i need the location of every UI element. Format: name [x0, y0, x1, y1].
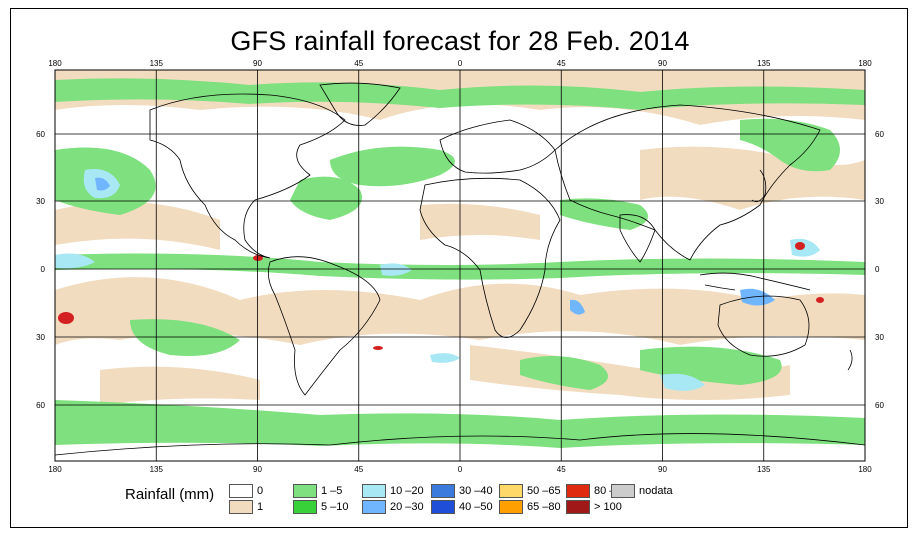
asia-outline: [554, 104, 821, 261]
intense-rain-spots: [58, 242, 824, 350]
longitude-labels-top: 180 135 90 45 0 45 90 135 180: [48, 59, 872, 68]
longitude-label: 45: [354, 465, 363, 474]
map-border: [54, 69, 866, 462]
longitude-label: 90: [253, 465, 262, 474]
legend-label: 1: [257, 501, 264, 513]
europe-outline: [439, 119, 556, 174]
legend-swatch: [229, 484, 253, 498]
longitude-label: 0: [458, 59, 463, 68]
latitude-label: 30: [36, 333, 45, 342]
legend-label: nodata: [639, 485, 673, 497]
longitude-label: 135: [150, 465, 164, 474]
legend-label: 40 –50: [459, 501, 493, 513]
legend-label: > 100: [594, 501, 622, 513]
legend-swatch: [431, 484, 455, 498]
latitude-labels-right: 60 30 0 30 60: [875, 130, 884, 410]
longitude-label: 45: [557, 465, 566, 474]
longitude-labels-bottom: 180 135 90 45 0 45 90 135 180: [48, 465, 872, 474]
longitude-label: 90: [658, 465, 667, 474]
legend-label: 30 –40: [459, 485, 493, 497]
longitude-label: 0: [458, 465, 463, 474]
antarctica-outline: [55, 433, 865, 456]
legend-label: 50 –65: [527, 485, 561, 497]
longitude-label: 180: [858, 465, 872, 474]
latitude-label: 30: [36, 197, 45, 206]
legend-swatch: [362, 500, 386, 514]
legend-label: 0: [257, 485, 264, 497]
india-outline: [619, 214, 656, 263]
longitude-label: 135: [757, 59, 771, 68]
legend-swatch: [499, 484, 523, 498]
legend-swatch: [362, 484, 386, 498]
legend-label: 10 –20: [390, 485, 424, 497]
legend-title: Rainfall (mm): [125, 486, 215, 503]
australia-outline: [717, 295, 810, 357]
africa-outline: [419, 177, 561, 338]
latitude-label: 60: [36, 130, 45, 139]
latitude-label: 0: [41, 265, 46, 274]
latitude-label: 30: [875, 333, 884, 342]
legend-swatch: [611, 484, 635, 498]
legend-swatch: [431, 500, 455, 514]
legend-swatch: [293, 500, 317, 514]
longitude-label: 180: [48, 59, 62, 68]
map-title: GFS rainfall forecast for 28 Feb. 2014: [230, 26, 690, 56]
longitude-label: 180: [48, 465, 62, 474]
legend-label: 5 –10: [321, 501, 349, 513]
legend-swatch: [293, 484, 317, 498]
legend-label: 1 –5: [321, 485, 343, 497]
legend-swatch: [229, 500, 253, 514]
longitude-label: 90: [658, 59, 667, 68]
continent-outlines: [55, 82, 865, 456]
figure-frame: [10, 8, 908, 528]
longitude-label: 45: [354, 59, 363, 68]
longitude-label: 180: [858, 59, 872, 68]
latitude-label: 60: [875, 401, 884, 410]
latitude-label: 30: [875, 197, 884, 206]
north-america-outline: [149, 93, 346, 259]
longitude-label: 135: [757, 465, 771, 474]
latitude-label: 60: [875, 130, 884, 139]
longitude-label: 135: [150, 59, 164, 68]
latitude-label: 0: [875, 265, 880, 274]
legend-label: 20 –30: [390, 501, 424, 513]
legend-swatch: [499, 500, 523, 514]
legend-label: 65 –80: [527, 501, 561, 513]
latitude-labels-left: 60 30 0 30 60: [36, 130, 45, 410]
longitude-label: 45: [557, 59, 566, 68]
south-america-outline: [267, 256, 381, 396]
new-zealand-outline: [847, 349, 853, 371]
indonesia-outline: [699, 272, 811, 291]
legend-swatch: [566, 500, 590, 514]
legend-swatch: [566, 484, 590, 498]
latitude-label: 60: [36, 401, 45, 410]
longitude-label: 90: [253, 59, 262, 68]
